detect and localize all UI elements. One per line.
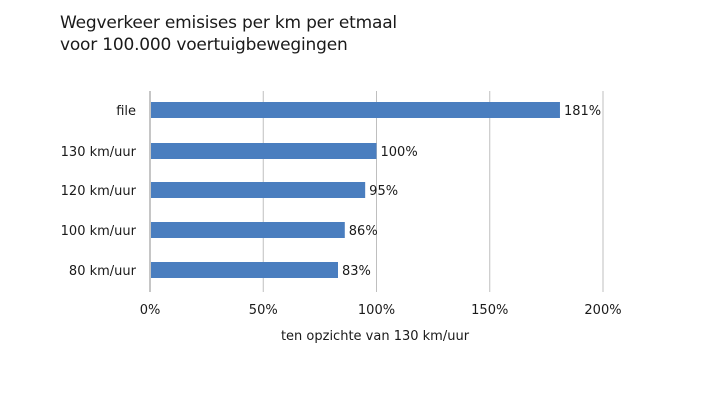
value-label: 100% (381, 145, 418, 160)
value-label: 181% (564, 104, 601, 119)
bar (151, 262, 338, 278)
chart-title-line-2: voor 100.000 voertuigbewegingen (60, 35, 348, 55)
grid-lines (149, 91, 604, 292)
category-label: 100 km/uur (61, 224, 137, 239)
bar (151, 143, 377, 159)
chart-title: Wegverkeer emisises per km per etmaal vo… (60, 12, 397, 56)
bar (151, 182, 366, 198)
value-labels: 181% 100% 95% 86% 83% (342, 104, 601, 279)
bar (151, 102, 560, 118)
bar (151, 222, 345, 238)
category-label: 130 km/uur (61, 145, 137, 160)
x-tick-label: 200% (584, 303, 621, 318)
value-label: 95% (369, 184, 398, 199)
x-tick-labels: 0% 50% 100% 150% 200% (140, 303, 622, 318)
category-labels: file 130 km/uur 120 km/uur 100 km/uur 80 km/… (61, 104, 137, 279)
x-tick-label: 100% (358, 303, 395, 318)
x-tick-label: 0% (140, 303, 161, 318)
x-axis-label: ten opzichte van 130 km/uur (281, 329, 470, 344)
x-tick-label: 50% (249, 303, 278, 318)
bars (151, 102, 560, 278)
chart-title-line-1: Wegverkeer emisises per km per etmaal (60, 13, 397, 33)
category-label: 120 km/uur (61, 184, 137, 199)
value-label: 83% (342, 264, 371, 279)
category-label: 80 km/uur (69, 264, 137, 279)
x-tick-label: 150% (471, 303, 508, 318)
value-label: 86% (349, 224, 378, 239)
category-label: file (116, 104, 136, 119)
